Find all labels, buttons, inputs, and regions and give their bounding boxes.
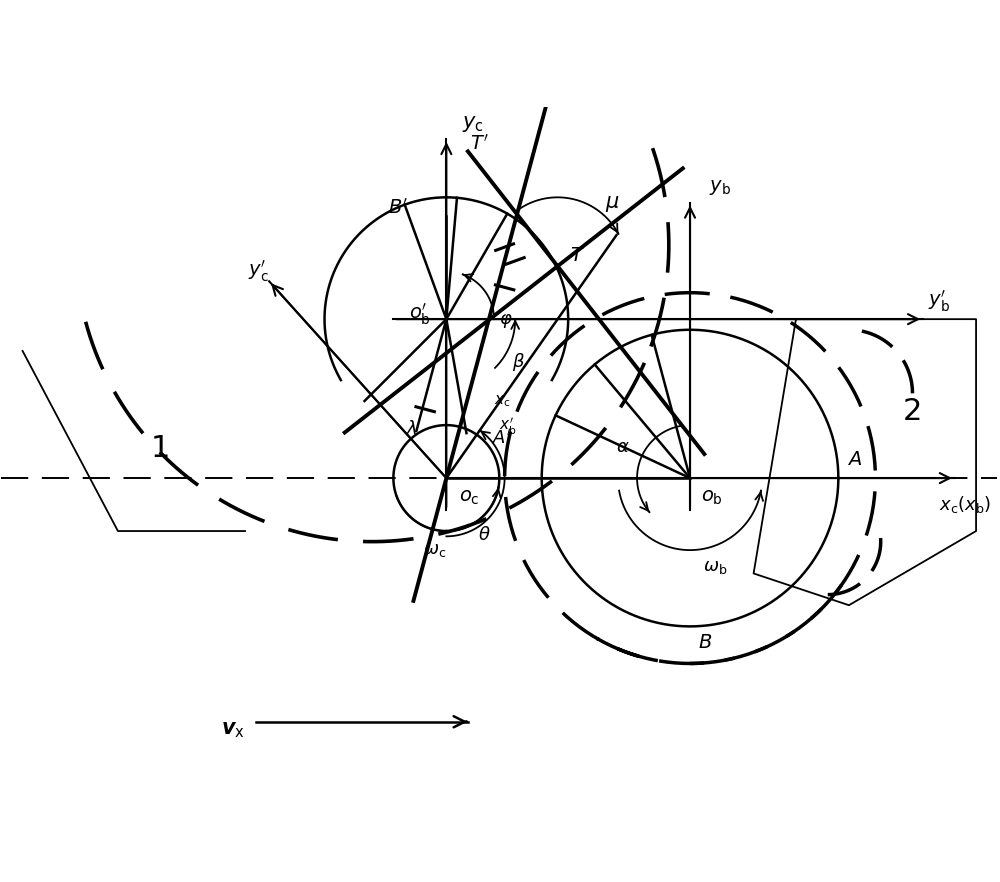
Text: $\theta$: $\theta$ <box>478 526 491 543</box>
Text: $\beta$: $\beta$ <box>512 351 525 373</box>
Text: $\lambda$: $\lambda$ <box>406 420 418 437</box>
Text: $o_{\rm c}$: $o_{\rm c}$ <box>459 488 480 506</box>
Text: $B'$: $B'$ <box>388 198 408 217</box>
Text: $y_{\rm b}$: $y_{\rm b}$ <box>709 178 731 198</box>
Text: $\omega_{\rm b}$: $\omega_{\rm b}$ <box>703 558 727 576</box>
Text: $1$: $1$ <box>150 434 168 463</box>
Text: $B$: $B$ <box>698 632 713 652</box>
Text: $\omega_{\rm c}$: $\omega_{\rm c}$ <box>423 542 446 559</box>
Text: $y_{\rm b}'$: $y_{\rm b}'$ <box>928 288 950 314</box>
Text: $x_{\rm c}$: $x_{\rm c}$ <box>494 392 511 408</box>
Text: $x_{\rm c}(x_{\rm b})$: $x_{\rm c}(x_{\rm b})$ <box>939 494 992 515</box>
Text: $A$: $A$ <box>847 451 862 469</box>
Text: $A'$: $A'$ <box>492 428 512 447</box>
Text: $\mu$: $\mu$ <box>605 194 620 214</box>
Text: $\varphi$: $\varphi$ <box>499 312 513 331</box>
Text: $T$: $T$ <box>570 246 585 265</box>
Text: $x_{\rm b}'$: $x_{\rm b}'$ <box>499 415 517 437</box>
Text: $T'$: $T'$ <box>470 134 488 153</box>
Text: $y_{\rm c}'$: $y_{\rm c}'$ <box>248 258 269 284</box>
Text: $y_{\rm c}$: $y_{\rm c}$ <box>462 114 484 134</box>
Text: $o_{\rm b}$: $o_{\rm b}$ <box>701 488 722 506</box>
Text: $o_{\rm b}'$: $o_{\rm b}'$ <box>409 302 431 327</box>
Text: $2$: $2$ <box>902 397 920 426</box>
Text: $\boldsymbol{v}_{\rm x}$: $\boldsymbol{v}_{\rm x}$ <box>221 721 245 740</box>
Text: $\alpha$: $\alpha$ <box>616 437 629 456</box>
